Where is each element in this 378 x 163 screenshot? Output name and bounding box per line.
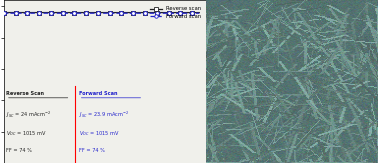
Text: $V_{OC}$ = 1015 mV: $V_{OC}$ = 1015 mV	[6, 129, 46, 138]
Text: FF = 74 %: FF = 74 %	[6, 148, 32, 153]
Legend: Reverse scan, Forward scan: Reverse scan, Forward scan	[148, 4, 203, 21]
Text: FF = 74 %: FF = 74 %	[79, 148, 104, 153]
Text: $J_{SC}$ = 23.9 mAcm$^{-2}$: $J_{SC}$ = 23.9 mAcm$^{-2}$	[79, 110, 129, 120]
Text: Forward Scan: Forward Scan	[79, 91, 117, 96]
Text: $V_{OC}$ = 1015 mV: $V_{OC}$ = 1015 mV	[79, 129, 119, 138]
Text: Reverse Scan: Reverse Scan	[6, 91, 44, 96]
Text: $J_{SC}$ = 24 mAcm$^{-2}$: $J_{SC}$ = 24 mAcm$^{-2}$	[6, 110, 51, 120]
